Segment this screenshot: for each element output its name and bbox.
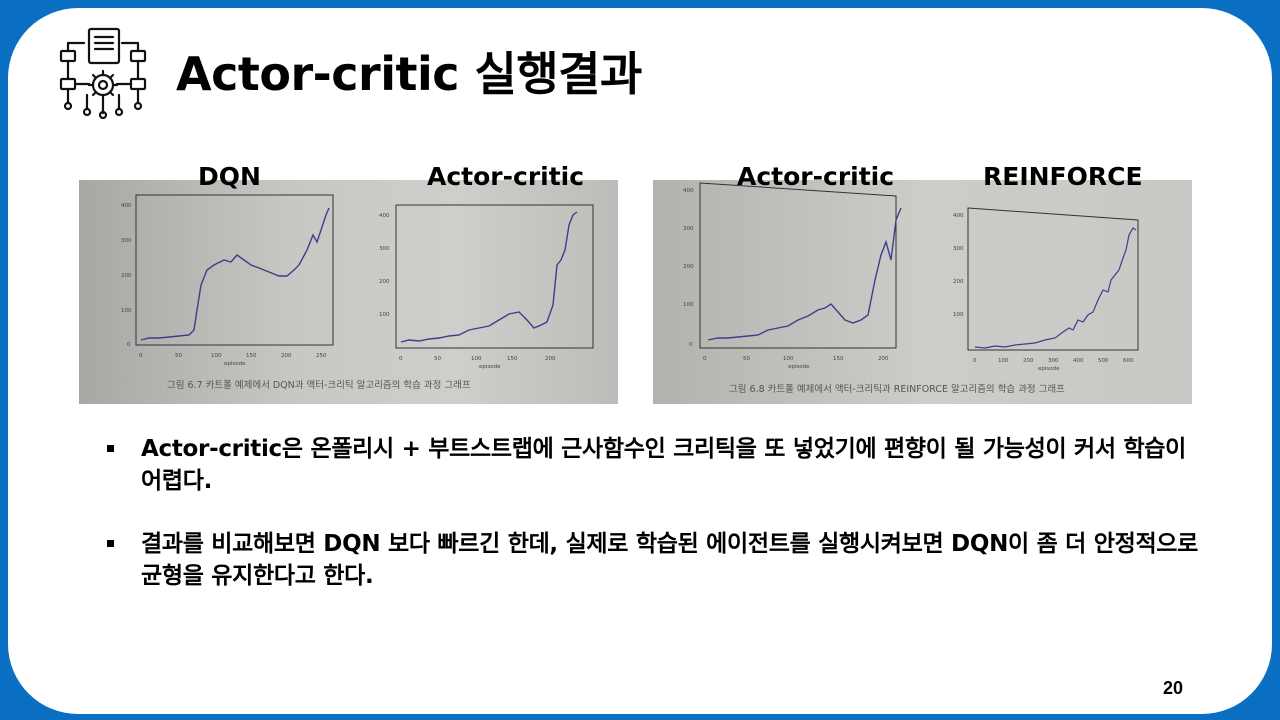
svg-text:200: 200 — [281, 353, 292, 359]
svg-text:50: 50 — [175, 353, 182, 359]
bullet-text: 결과를 비교해보면 DQN 보다 빠르긴 한데, 실제로 학습된 에이전트를 실… — [141, 531, 1199, 589]
label-reinforce: REINFORCE — [983, 162, 1143, 191]
svg-text:0: 0 — [973, 358, 977, 364]
svg-text:100: 100 — [121, 308, 132, 314]
bullet-text: Actor-critic은 온폴리시 + 부트스트랩에 근사함수인 크리틱을 또… — [141, 436, 1187, 494]
bullet-list: Actor-critic은 온폴리시 + 부트스트랩에 근사함수인 크리틱을 또… — [105, 433, 1205, 623]
svg-text:episode: episode — [1038, 366, 1060, 372]
svg-text:100: 100 — [471, 356, 482, 362]
svg-text:300: 300 — [379, 246, 390, 252]
svg-text:150: 150 — [246, 353, 257, 359]
chart-photo-dqn-vs-actor-critic: 400 300 200 100 0 0 50 100 150 200 250 episode 40… — [79, 180, 618, 404]
svg-text:100: 100 — [953, 312, 964, 318]
svg-text:0: 0 — [139, 353, 143, 359]
svg-text:50: 50 — [743, 356, 750, 362]
svg-text:150: 150 — [833, 356, 844, 362]
svg-text:200: 200 — [545, 356, 556, 362]
svg-text:300: 300 — [121, 238, 132, 244]
svg-text:300: 300 — [953, 246, 964, 252]
svg-text:0: 0 — [399, 356, 403, 362]
svg-text:200: 200 — [121, 273, 132, 279]
bullet-item: Actor-critic은 온폴리시 + 부트스트랩에 근사함수인 크리틱을 또… — [105, 433, 1205, 497]
bullet-marker — [107, 445, 114, 452]
svg-text:500: 500 — [1098, 358, 1109, 364]
svg-text:0: 0 — [127, 342, 131, 348]
svg-text:200: 200 — [878, 356, 889, 362]
svg-text:episode: episode — [224, 361, 246, 367]
svg-text:150: 150 — [507, 356, 518, 362]
svg-text:100: 100 — [379, 312, 390, 318]
figure-caption-right: 그림 6.8 카트폴 예제에서 액터-크리틱과 REINFORCE 알고리즘의 … — [729, 383, 1065, 395]
svg-text:episode: episode — [788, 364, 810, 370]
svg-text:0: 0 — [689, 342, 693, 348]
svg-text:100: 100 — [998, 358, 1009, 364]
svg-text:400: 400 — [1073, 358, 1084, 364]
svg-text:0: 0 — [703, 356, 707, 362]
page-title: Actor-critic 실행결과 — [176, 47, 642, 101]
svg-text:100: 100 — [783, 356, 794, 362]
svg-text:200: 200 — [1023, 358, 1034, 364]
svg-text:200: 200 — [683, 264, 694, 270]
svg-text:400: 400 — [379, 213, 390, 219]
chart-photo-actor-critic-vs-reinforce: 400 300 200 100 0 0 50 100 150 200 episode 400 30… — [653, 180, 1192, 404]
bullet-item: 결과를 비교해보면 DQN 보다 빠르긴 한데, 실제로 학습된 에이전트를 실… — [105, 528, 1205, 592]
training-curve-photo-1: 400 300 200 100 0 0 50 100 150 200 250 episode 40… — [121, 194, 594, 391]
svg-text:250: 250 — [316, 353, 327, 359]
page-number: 20 — [1162, 678, 1183, 698]
svg-text:100: 100 — [211, 353, 222, 359]
svg-text:400: 400 — [683, 188, 694, 194]
training-curve-photo-2: 400 300 200 100 0 0 50 100 150 200 episode 400 30… — [683, 182, 1139, 395]
label-actor-critic-2: Actor-critic — [737, 162, 895, 191]
svg-text:400: 400 — [953, 213, 964, 219]
label-actor-critic-1: Actor-critic — [427, 162, 585, 191]
process-gear-icon — [59, 27, 147, 119]
svg-text:50: 50 — [434, 356, 441, 362]
figure-caption-left: 그림 6.7 카트폴 예제에서 DQN과 액터-크리틱 알고리즘의 학습 과정 … — [167, 379, 471, 391]
svg-text:600: 600 — [1123, 358, 1134, 364]
svg-text:200: 200 — [379, 279, 390, 285]
svg-text:300: 300 — [1048, 358, 1059, 364]
svg-text:400: 400 — [121, 203, 132, 209]
svg-text:300: 300 — [683, 226, 694, 232]
label-dqn: DQN — [198, 162, 261, 191]
svg-text:100: 100 — [683, 302, 694, 308]
svg-text:episode: episode — [479, 364, 501, 370]
svg-text:200: 200 — [953, 279, 964, 285]
bullet-marker — [107, 540, 114, 547]
